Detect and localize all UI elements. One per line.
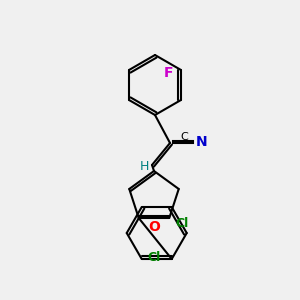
Text: H: H xyxy=(139,160,149,173)
Text: C: C xyxy=(180,132,188,142)
Text: Cl: Cl xyxy=(147,250,160,263)
Text: Cl: Cl xyxy=(175,217,188,230)
Text: F: F xyxy=(164,66,174,80)
Text: O: O xyxy=(148,220,160,234)
Text: N: N xyxy=(196,135,208,149)
